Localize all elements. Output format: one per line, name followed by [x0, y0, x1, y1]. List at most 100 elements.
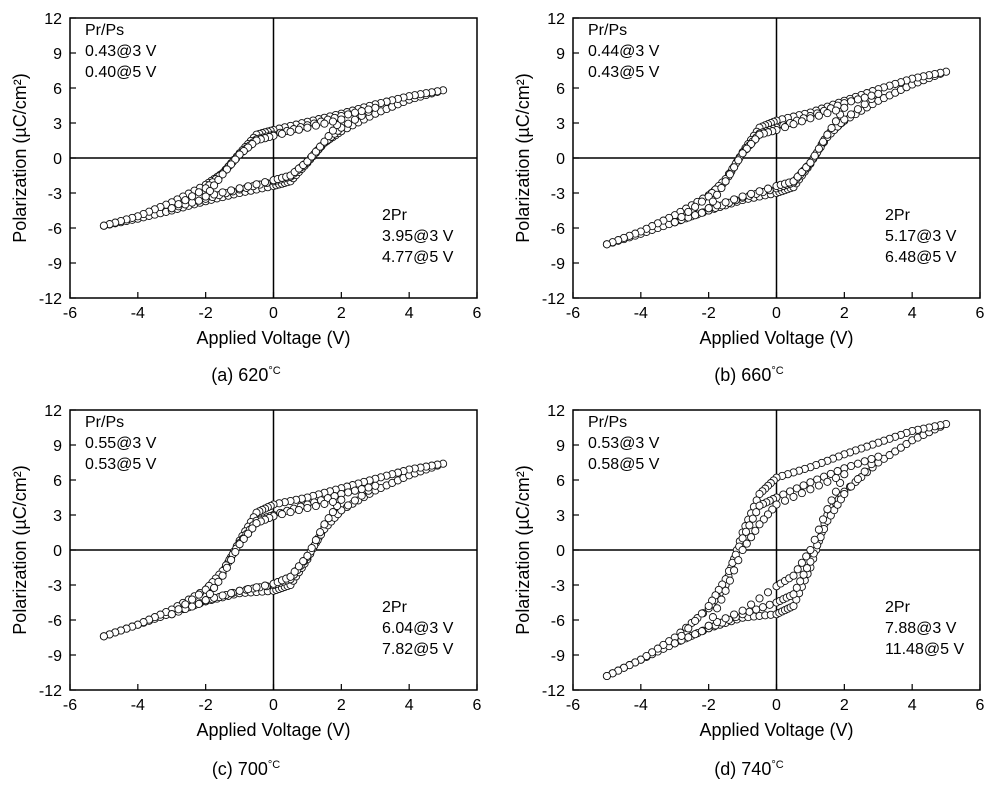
- data-point: [201, 596, 210, 605]
- panel-caption: (b) 660°C: [503, 365, 985, 386]
- data-point: [371, 103, 380, 112]
- panel-caption: (a) 620°C: [0, 365, 492, 386]
- data-point: [167, 204, 176, 213]
- data-point: [328, 508, 337, 517]
- y-tick-label: 12: [44, 403, 62, 420]
- data-point: [847, 482, 856, 491]
- data-point: [738, 534, 747, 543]
- data-point: [205, 589, 214, 599]
- data-point: [167, 610, 176, 619]
- data-point: [303, 503, 312, 513]
- x-tick-label: -2: [199, 305, 213, 322]
- y-tick-label: -6: [551, 613, 565, 630]
- y-tick-label: -3: [48, 578, 62, 595]
- y-tick-label: -12: [542, 291, 565, 308]
- data-point: [299, 557, 308, 566]
- data-point: [252, 519, 261, 528]
- data-point: [755, 520, 764, 529]
- data-point: [194, 188, 203, 197]
- data-point: [337, 495, 346, 504]
- x-tick-label: 6: [473, 305, 482, 322]
- data-point: [311, 501, 320, 511]
- data-point: [642, 651, 651, 661]
- data-point: [752, 508, 761, 517]
- data-point: [806, 545, 815, 555]
- data-point: [218, 170, 227, 179]
- data-point: [324, 132, 333, 141]
- data-point: [294, 505, 303, 515]
- data-point: [181, 600, 190, 609]
- data-point: [235, 150, 244, 159]
- data-point: [747, 600, 756, 609]
- data-point: [311, 536, 320, 545]
- annotation-pr-ps-line: 0.53@3 V: [588, 435, 660, 452]
- data-point: [99, 221, 108, 230]
- data-point: [814, 144, 823, 153]
- chart-panel-c: -6 -4 -2 0 2 4 6 -12 -9 -6 -3 0 3 6 9 12 Applied Voltage…: [0, 392, 492, 784]
- plot-area: -6 -4 -2 0 2 4 6 -12 -9 -6 -3 0 3 6 9 12 Applied Voltage…: [10, 11, 482, 348]
- data-point: [799, 570, 808, 579]
- x-tick-label: -2: [702, 697, 716, 714]
- x-axis-label: Applied Voltage (V): [196, 720, 350, 740]
- data-point: [218, 188, 227, 197]
- y-axis-label: Polarization (µC/cm²): [10, 73, 30, 242]
- data-point: [344, 488, 353, 497]
- annotation-pr-ps-line: 0.53@5 V: [85, 456, 157, 473]
- data-point: [231, 547, 240, 557]
- data-point: [755, 594, 764, 603]
- y-tick-label: 9: [556, 46, 565, 63]
- annotation-2pr-line: 2Pr: [382, 599, 408, 616]
- annotation-2pr-line: 5.17@3 V: [885, 228, 957, 245]
- x-tick-label: 4: [908, 305, 917, 322]
- annotation-2pr-line: 4.77@5 V: [382, 249, 454, 266]
- data-point: [902, 439, 911, 449]
- chart-panel-b: -6 -4 -2 0 2 4 6 -12 -9 -6 -3 0 3 6 9 12 Applied Voltage…: [503, 0, 985, 392]
- data-point: [328, 126, 337, 135]
- data-point: [738, 192, 747, 201]
- data-point: [721, 614, 730, 623]
- data-point: [891, 447, 900, 456]
- series-loop-2v: [704, 470, 849, 630]
- data-point: [789, 571, 798, 580]
- data-point: [708, 197, 717, 206]
- data-point: [823, 477, 832, 486]
- data-point: [227, 186, 236, 195]
- data-point: [364, 483, 373, 492]
- data-point: [244, 585, 253, 594]
- y-tick-label: -6: [48, 221, 62, 238]
- data-point: [734, 156, 743, 165]
- x-axis-label: Applied Voltage (V): [196, 328, 350, 348]
- y-tick-label: 0: [556, 543, 565, 560]
- data-point: [181, 196, 190, 205]
- data-point: [853, 105, 862, 114]
- data-point: [244, 529, 253, 538]
- data-point: [860, 467, 869, 476]
- data-point: [244, 182, 253, 191]
- data-point: [704, 601, 713, 611]
- data-point: [677, 631, 686, 640]
- data-point: [713, 190, 722, 199]
- data-point: [840, 103, 849, 112]
- data-point: [364, 105, 373, 114]
- data-point: [806, 114, 815, 123]
- data-point: [691, 616, 700, 625]
- data-point: [730, 566, 739, 575]
- y-tick-label: -9: [551, 256, 565, 273]
- data-point: [290, 567, 299, 576]
- data-point: [780, 496, 790, 505]
- panel-caption-label: (b) 660: [714, 365, 772, 385]
- data-point: [188, 595, 197, 604]
- y-tick-label: -6: [48, 613, 62, 630]
- data-point: [867, 91, 876, 100]
- data-point: [717, 595, 726, 604]
- data-point: [320, 520, 329, 529]
- data-point: [867, 454, 876, 464]
- x-tick-label: 2: [840, 305, 849, 322]
- y-tick-label: 3: [556, 116, 565, 133]
- data-point: [721, 177, 730, 186]
- y-tick-label: 3: [53, 508, 62, 525]
- data-point: [704, 621, 713, 630]
- panel-caption: (d) 740°C: [503, 759, 985, 780]
- data-point: [697, 197, 706, 206]
- annotation-2pr-line: 7.82@5 V: [382, 641, 454, 658]
